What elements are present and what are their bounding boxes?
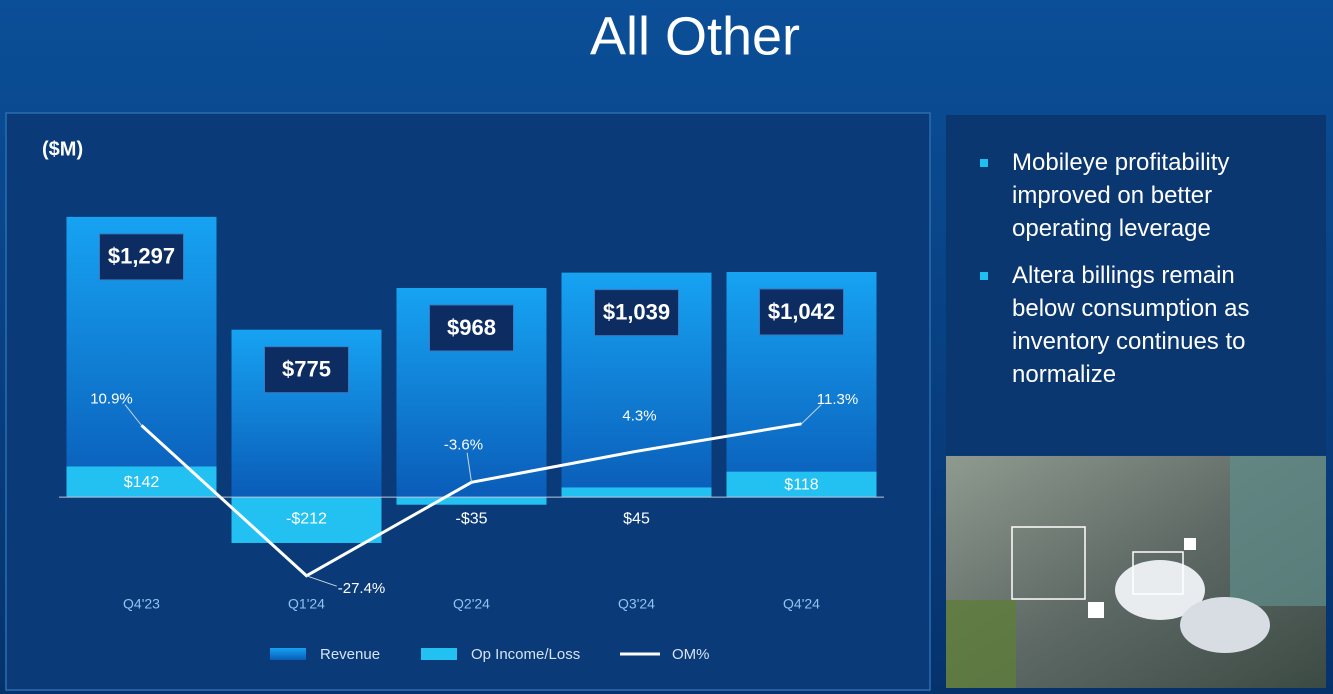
legend-swatch	[270, 648, 306, 660]
x-tick-label: Q4'24	[783, 596, 820, 612]
detection-box	[1011, 526, 1086, 600]
leader-line	[124, 404, 142, 426]
om-label: 10.9%	[90, 390, 133, 407]
x-tick-label: Q3'24	[618, 596, 655, 612]
value-label: -$212	[286, 510, 327, 527]
legend-swatch	[421, 648, 457, 660]
text-panel	[946, 115, 1326, 455]
slide-title: All Other	[590, 6, 800, 66]
photo-marker	[1088, 602, 1104, 618]
value-label-box	[759, 288, 844, 336]
om-label: -27.4%	[338, 580, 386, 597]
unit-label: ($M)	[42, 138, 83, 160]
op-income-bar	[561, 487, 712, 498]
photo-tree	[946, 600, 1016, 688]
value-label-box	[99, 233, 184, 281]
x-tick-label: Q2'24	[453, 596, 490, 612]
legend-label: Op Income/Loss	[471, 646, 580, 663]
photo-marker	[1184, 538, 1196, 550]
value-label-box	[429, 304, 514, 352]
value-label: $1,042	[768, 299, 835, 324]
leader-line	[306, 575, 337, 587]
value-label-box	[264, 346, 349, 394]
value-label: $118	[784, 477, 819, 494]
value-label: $775	[282, 356, 331, 381]
value-label: $1,039	[603, 299, 670, 324]
x-tick-label: Q1'24	[288, 596, 325, 612]
photo-glass	[1230, 456, 1326, 606]
om-label: 4.3%	[622, 407, 656, 424]
detection-box	[1132, 551, 1184, 595]
bullet: Mobileye profitability improved on bette…	[980, 146, 1290, 245]
leader-line	[801, 404, 822, 425]
value-label: -$35	[455, 510, 487, 527]
op-income-bar	[396, 497, 547, 505]
value-label: $142	[124, 474, 160, 491]
value-label: $45	[623, 510, 650, 527]
bullet: Altera billings remain below consumption…	[980, 259, 1290, 391]
legend-label: Revenue	[320, 646, 380, 663]
x-tick-label: Q4'23	[123, 596, 160, 612]
value-label: $968	[447, 315, 496, 340]
photo	[946, 456, 1326, 688]
value-label-box	[594, 289, 679, 337]
photo-car	[1180, 597, 1270, 653]
bullet-list: Mobileye profitability improved on bette…	[980, 146, 1290, 405]
op-income-bar	[231, 497, 382, 543]
plot: $1,297 $775 $968 $1,039 $1,042 $142 -$212 -$35 $…	[59, 216, 884, 612]
legend-label: OM%	[672, 646, 710, 663]
op-income-bar	[726, 471, 877, 498]
value-label: $1,297	[108, 244, 175, 269]
om-label: -3.6%	[444, 436, 483, 453]
om-label: 11.3%	[817, 391, 858, 408]
legend: Revenue Op Income/Loss OM%	[270, 646, 710, 663]
leader-line	[466, 452, 472, 483]
